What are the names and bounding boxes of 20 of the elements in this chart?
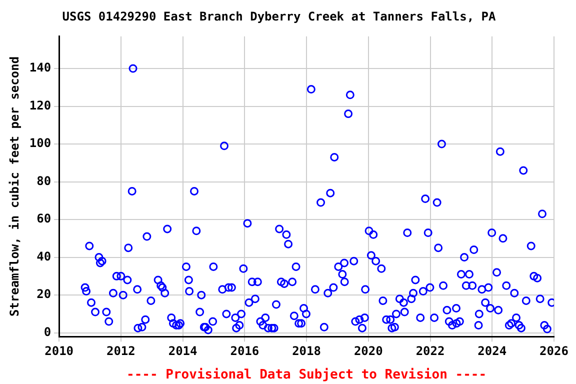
y-tick-label: 80 xyxy=(36,174,52,188)
x-tick-label: 2016 xyxy=(230,344,260,358)
x-tick-label: 2024 xyxy=(478,344,507,358)
x-tick-label: 2012 xyxy=(106,344,136,358)
y-tick-label: 60 xyxy=(36,212,52,226)
y-tick-label: 120 xyxy=(29,98,52,112)
x-tick-label: 2010 xyxy=(44,344,74,358)
y-tick-label: 20 xyxy=(36,287,52,302)
x-tick-label: 2020 xyxy=(354,344,383,358)
x-tick-label: 2022 xyxy=(416,344,445,358)
x-tick-label: 2018 xyxy=(292,344,321,358)
y-axis-title: Streamflow, in cubic feet per second xyxy=(7,56,22,317)
y-tick-label: 100 xyxy=(29,136,52,150)
y-tick-label: 40 xyxy=(36,249,52,264)
x-tick-label: 2026 xyxy=(540,344,568,358)
chart-title: USGS 01429290 East Branch Dyberry Creek at Tanners Falls, PA xyxy=(62,9,497,24)
text: ---- Provisional Data Subject to Revision ---- xyxy=(126,367,487,382)
y-tick-label: 140 xyxy=(29,60,52,75)
x-tick-label: 2014 xyxy=(168,344,198,358)
y-tick-label: 0 xyxy=(44,324,52,339)
